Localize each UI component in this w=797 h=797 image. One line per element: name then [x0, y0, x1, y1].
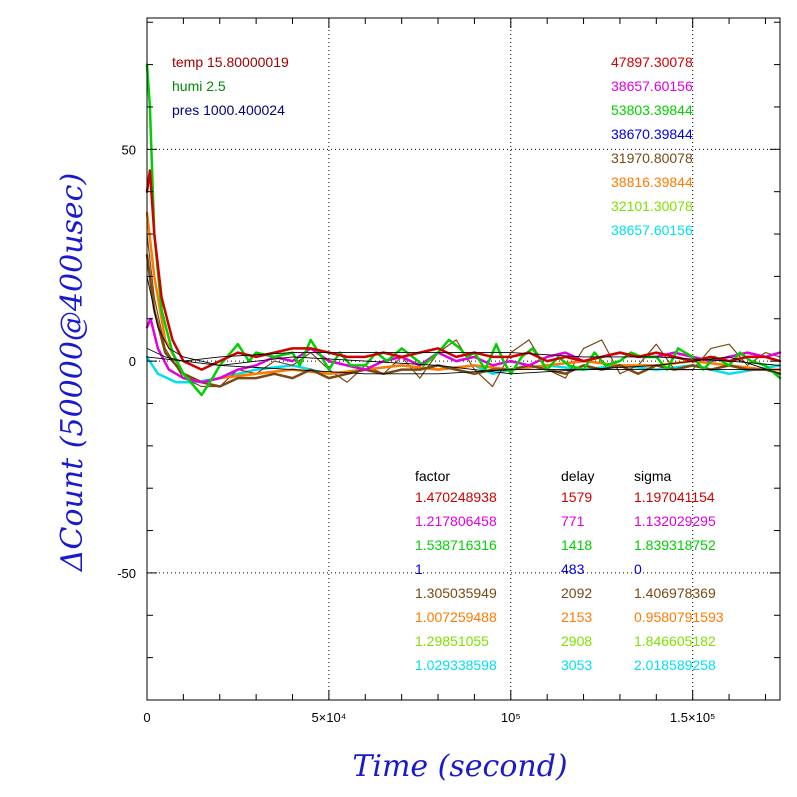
tick-labels: 0 5×10⁴ 10⁵ 1.5×10⁵ 50 0 -50 [117, 142, 715, 725]
count-value: 38657.60156 [611, 222, 693, 238]
x-axis-title: Time (second) [352, 749, 567, 784]
param-cell: 2153 [561, 609, 592, 625]
count-value: 38657.60156 [611, 78, 693, 94]
param-cell: 1.406978369 [634, 585, 716, 601]
env-humi: humi 2.5 [172, 78, 226, 94]
y-axis-title: ΔCount (50000@400usec) [55, 173, 90, 572]
param-cell: 483 [561, 561, 585, 577]
x-tick-label: 0 [143, 710, 150, 725]
count-value: 47897.30078 [611, 54, 693, 70]
param-cell: 1.217806458 [415, 513, 497, 529]
env-legend: temp 15.80000019 humi 2.5 pres 1000.4000… [172, 54, 289, 118]
series-line [145, 317, 782, 384]
param-cell: 1.132029295 [634, 513, 716, 529]
y-tick-label: 50 [122, 142, 136, 157]
param-cell: 1.470248938 [415, 489, 497, 505]
param-cell: 1418 [561, 537, 592, 553]
param-cell: 1.305035949 [415, 585, 497, 601]
count-value: 53803.39844 [611, 102, 693, 118]
param-cell: 2092 [561, 585, 592, 601]
count-value: 32101.30078 [611, 198, 693, 214]
param-cell: 3053 [561, 657, 592, 673]
param-cell: 1.007259488 [415, 609, 497, 625]
param-cell: 2908 [561, 633, 592, 649]
param-cell: 1.846605182 [634, 633, 716, 649]
param-cell: 1.197041154 [634, 489, 715, 505]
count-value: 38670.39844 [611, 126, 693, 142]
param-cell: 1.538716316 [415, 537, 497, 553]
param-cell: 1 [415, 561, 423, 577]
param-header: delay [561, 468, 594, 484]
plot-frame [146, 17, 781, 701]
count-value: 38816.39844 [611, 174, 693, 190]
param-cell: 1.029338598 [415, 657, 497, 673]
minor-ticks [147, 18, 780, 700]
env-pres: pres 1000.400024 [172, 102, 285, 118]
param-cell: 2.018589258 [634, 657, 716, 673]
param-header: factor [415, 468, 450, 484]
param-cell: 771 [561, 513, 585, 529]
param-cell: 1.839318752 [634, 537, 716, 553]
series-lines [145, 63, 782, 397]
y-tick-label: 0 [129, 354, 136, 369]
param-cell: 0.9580791593 [634, 609, 724, 625]
param-cell: 1579 [561, 489, 592, 505]
x-tick-label: 10⁵ [501, 710, 521, 725]
count-value: 31970.80078 [611, 150, 693, 166]
counts-legend: 47897.30078 38657.60156 53803.39844 38670.3… [611, 54, 693, 238]
env-temp: temp 15.80000019 [172, 54, 289, 70]
series-line [145, 169, 782, 371]
x-tick-label: 5×10⁴ [311, 710, 346, 725]
series-line [146, 356, 781, 375]
y-tick-label: -50 [117, 566, 136, 581]
param-header: sigma [634, 468, 672, 484]
param-cell: 1.29851055 [415, 633, 489, 649]
param-cell: 0 [634, 561, 642, 577]
series-line [146, 275, 781, 375]
params-table: factor delay sigma 1.470248938 1579 1.1970411… [415, 468, 724, 673]
x-tick-label: 1.5×10⁵ [670, 710, 716, 725]
